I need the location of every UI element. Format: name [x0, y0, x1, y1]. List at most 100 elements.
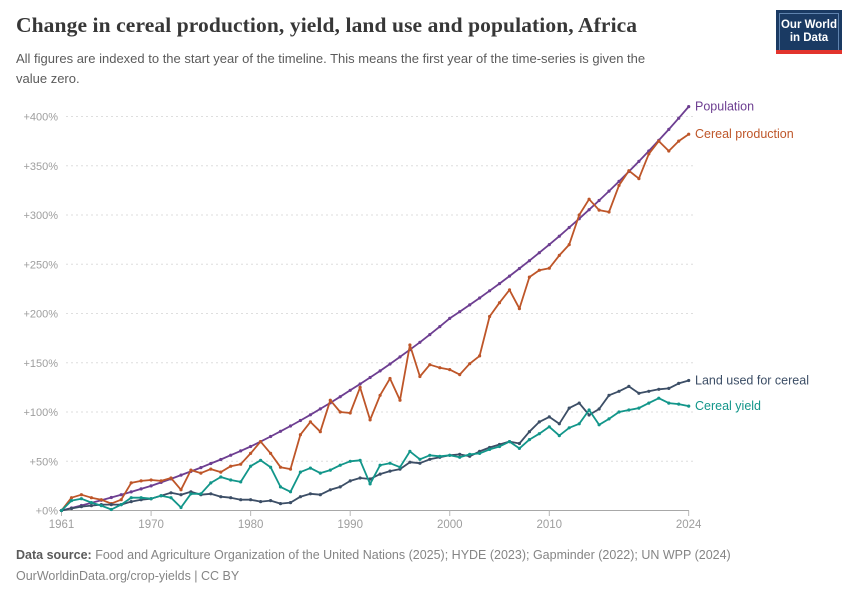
data-point: [89, 496, 93, 500]
data-point: [139, 479, 143, 483]
series-label-cereal-yield[interactable]: Cereal yield: [695, 399, 761, 413]
data-point: [318, 471, 322, 475]
x-tick-label: 2024: [676, 519, 702, 531]
data-point: [149, 484, 153, 488]
series-label-cereal-production[interactable]: Cereal production: [695, 127, 794, 141]
data-point: [687, 132, 691, 136]
data-point: [418, 461, 422, 465]
data-point: [318, 430, 322, 434]
series-line-cereal-production[interactable]: [60, 133, 690, 512]
data-point: [219, 475, 223, 479]
data-point: [368, 482, 372, 486]
data-point: [169, 496, 173, 500]
data-point: [109, 495, 113, 500]
data-point: [527, 430, 532, 434]
data-point: [527, 259, 532, 263]
data-point: [478, 451, 482, 455]
series-population[interactable]: Population: [59, 100, 754, 513]
data-point: [239, 480, 243, 484]
data-point: [497, 444, 502, 449]
owid-logo[interactable]: Our World in Data: [776, 10, 842, 54]
data-point: [577, 213, 581, 217]
data-point: [398, 398, 402, 402]
data-point: [488, 447, 492, 451]
data-point: [109, 507, 113, 512]
data-point: [617, 179, 621, 183]
data-point: [229, 464, 233, 468]
data-point: [229, 453, 233, 457]
data-point: [338, 485, 342, 489]
data-point: [547, 266, 551, 270]
data-point: [129, 496, 133, 500]
data-point: [109, 503, 113, 507]
data-point: [348, 459, 352, 463]
data-point: [438, 366, 442, 370]
owid-logo-text-line1: Our World: [780, 19, 837, 31]
data-point: [318, 407, 322, 411]
data-point: [547, 415, 551, 419]
data-point: [667, 149, 671, 153]
data-point: [488, 314, 492, 319]
data-point: [119, 493, 123, 497]
data-point: [89, 504, 93, 508]
data-point: [199, 471, 203, 475]
data-point: [637, 177, 641, 181]
footer-link[interactable]: OurWorldinData.org/crop-yields | CC BY: [16, 569, 240, 583]
data-point: [647, 152, 651, 156]
data-point: [607, 189, 611, 193]
data-point: [627, 169, 631, 173]
data-point: [179, 505, 183, 510]
data-point: [398, 465, 402, 469]
data-point: [657, 139, 661, 143]
data-point: [298, 433, 302, 437]
data-point: [99, 498, 103, 502]
series-line-land-used-for-cereal[interactable]: [60, 379, 690, 512]
data-point: [358, 476, 362, 480]
data-point: [209, 481, 213, 485]
data-point: [617, 183, 621, 187]
data-point: [348, 388, 352, 392]
chart-subtitle-line2: value zero.: [16, 71, 80, 86]
data-point: [527, 438, 532, 442]
data-point: [667, 127, 671, 131]
data-source-text: Food and Agriculture Organization of the…: [91, 548, 731, 562]
data-point: [159, 494, 163, 498]
data-point: [458, 455, 462, 459]
data-point: [497, 301, 502, 305]
data-point: [328, 468, 332, 472]
data-point: [308, 413, 312, 417]
data-point: [249, 444, 253, 449]
data-point: [358, 385, 362, 389]
data-point: [249, 464, 253, 468]
x-tick-label: 1970: [138, 519, 164, 531]
data-point: [388, 362, 392, 366]
data-point: [667, 401, 671, 405]
data-point: [259, 458, 263, 462]
data-point: [408, 460, 412, 464]
series-line-cereal-yield[interactable]: [60, 397, 690, 512]
data-point: [458, 373, 462, 377]
series-land-used-for-cereal[interactable]: Land used for cereal: [59, 373, 809, 513]
data-point: [179, 473, 183, 477]
data-point: [368, 418, 372, 422]
data-point: [617, 389, 621, 393]
data-point: [627, 408, 631, 412]
data-point: [288, 490, 293, 494]
series-label-population[interactable]: Population: [695, 100, 754, 114]
data-point: [79, 493, 83, 497]
series-cereal-yield[interactable]: Cereal yield: [59, 396, 761, 513]
series-line-population[interactable]: [60, 105, 690, 512]
series-cereal-production[interactable]: Cereal production: [59, 127, 794, 513]
data-point: [647, 389, 651, 393]
series-label-land-used-for-cereal[interactable]: Land used for cereal: [695, 373, 809, 387]
data-point: [428, 363, 432, 367]
data-point: [338, 410, 342, 414]
data-point: [129, 481, 133, 485]
data-point: [378, 472, 382, 476]
chart-footer: Data source: Food and Agriculture Organi…: [16, 545, 836, 587]
data-point: [448, 453, 452, 457]
y-tick-label: +300%: [23, 210, 58, 222]
data-point: [468, 303, 472, 307]
data-point: [617, 410, 621, 414]
